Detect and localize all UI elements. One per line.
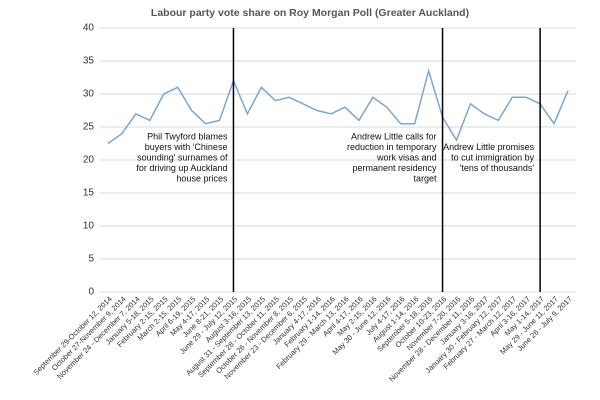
annotation-text: target — [414, 173, 438, 183]
annotation-text: sounding' surnames of — [137, 152, 228, 162]
y-tick-label: 0 — [88, 287, 94, 298]
annotation-text: house prices — [176, 173, 228, 183]
y-tick-label: 5 — [88, 254, 94, 265]
annotation-text: Phil Twyford blames — [147, 131, 228, 141]
y-tick-label: 25 — [83, 122, 95, 133]
data-line — [107, 68, 569, 145]
annotation-text: Andrew Little calls for — [351, 131, 437, 141]
y-tick-label: 15 — [83, 188, 95, 199]
annotation-text: permanent residency — [352, 163, 437, 173]
annotation-text: for driving up Auckland — [136, 163, 227, 173]
y-tick-label: 10 — [83, 221, 95, 232]
annotation-text: Andrew Little promises — [443, 142, 535, 152]
annotation-text: 'tens of thousands' — [460, 163, 535, 173]
y-tick-label: 30 — [83, 89, 95, 100]
y-tick-label: 35 — [83, 56, 95, 67]
chart-title: Labour party vote share on Roy Morgan Po… — [151, 7, 469, 19]
annotation-text: buyers with 'Chinese — [145, 142, 228, 152]
y-tick-label: 40 — [83, 23, 95, 34]
y-tick-label: 20 — [83, 155, 95, 166]
annotation-text: to cut immigration by — [451, 152, 535, 162]
annotation-text: reduction in temporary — [347, 142, 437, 152]
annotation-text: work visas and — [376, 152, 437, 162]
